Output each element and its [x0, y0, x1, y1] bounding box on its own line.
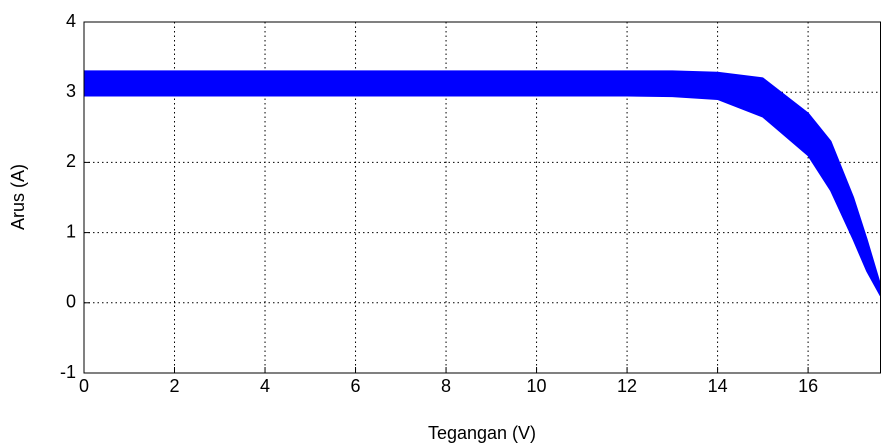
x-tick-label: 12 [617, 376, 637, 396]
x-tick-label: 8 [441, 376, 451, 396]
x-tick-label: 10 [527, 376, 547, 396]
x-tick-label: 0 [79, 376, 89, 396]
x-tick-label: 2 [170, 376, 180, 396]
y-tick-label: 3 [66, 81, 76, 101]
x-tick-label: 4 [260, 376, 270, 396]
x-tick-label: 6 [351, 376, 361, 396]
chart: Arus (A) Tegangan (V) -10123402468101214… [0, 0, 881, 445]
y-tick-label: 1 [66, 221, 76, 241]
x-tick-label: 14 [708, 376, 728, 396]
y-tick-label: 0 [66, 292, 76, 312]
y-tick-label: -1 [60, 362, 76, 382]
y-tick-label: 4 [66, 11, 76, 31]
y-tick-label: 2 [66, 151, 76, 171]
y-axis-label: Arus (A) [8, 164, 28, 230]
x-axis-label: Tegangan (V) [428, 423, 536, 443]
x-tick-label: 16 [798, 376, 818, 396]
